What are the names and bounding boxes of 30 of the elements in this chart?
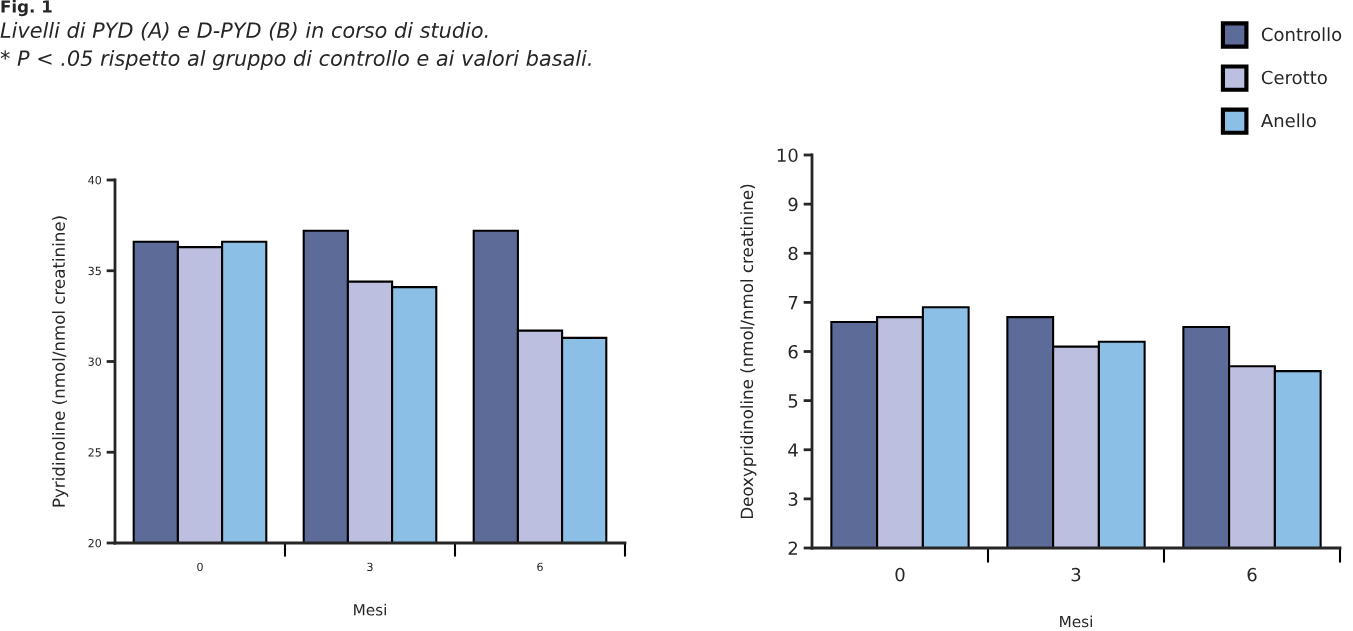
y-tick-label: 10 (777, 148, 798, 163)
y-tick-label: 20 (88, 538, 102, 548)
chart-subtitle: * P < .05 rispetto al gruppo di controllo e ai valori basali. (0, 49, 591, 71)
y-tick-label: 2 (788, 541, 797, 555)
legend-label: Anello (1260, 113, 1316, 128)
legend-label: Controllo (1261, 27, 1342, 42)
x-tick-label: 3 (367, 562, 373, 572)
legend-label: Cerotto (1261, 70, 1327, 85)
y-axis-title: Deoxypridinoline (nmol/nmol creatinine) (740, 184, 757, 519)
x-axis-title: Mesi (354, 603, 386, 616)
caption: Fig. 1 (1, 0, 52, 17)
x-tick-label: 0 (895, 567, 905, 582)
y-tick-label: 5 (788, 394, 798, 408)
x-tick-label: 0 (197, 562, 203, 572)
y-tick-label: 25 (88, 448, 101, 457)
y-tick-label: 3 (788, 492, 798, 506)
x-tick-label: 3 (1071, 567, 1081, 582)
chart-title: Livelli di PYD (A) e D-PYD (B) in corso di studio. (0, 21, 488, 41)
y-axis-title: Pyridinoline (nmol/nmol creatinine) (52, 216, 69, 507)
y-tick-label: 40 (88, 175, 102, 185)
x-tick-label: 6 (537, 562, 543, 572)
y-tick-label: 7 (788, 296, 798, 310)
y-tick-label: 35 (88, 266, 101, 276)
y-tick-label: 4 (788, 443, 798, 457)
x-axis-title: Mesi (1060, 615, 1092, 628)
y-tick-label: 8 (788, 246, 798, 261)
y-tick-label: 6 (788, 344, 798, 359)
y-tick-label: 9 (788, 197, 798, 212)
y-tick-label: 30 (88, 357, 102, 366)
x-tick-label: 6 (1247, 567, 1257, 582)
